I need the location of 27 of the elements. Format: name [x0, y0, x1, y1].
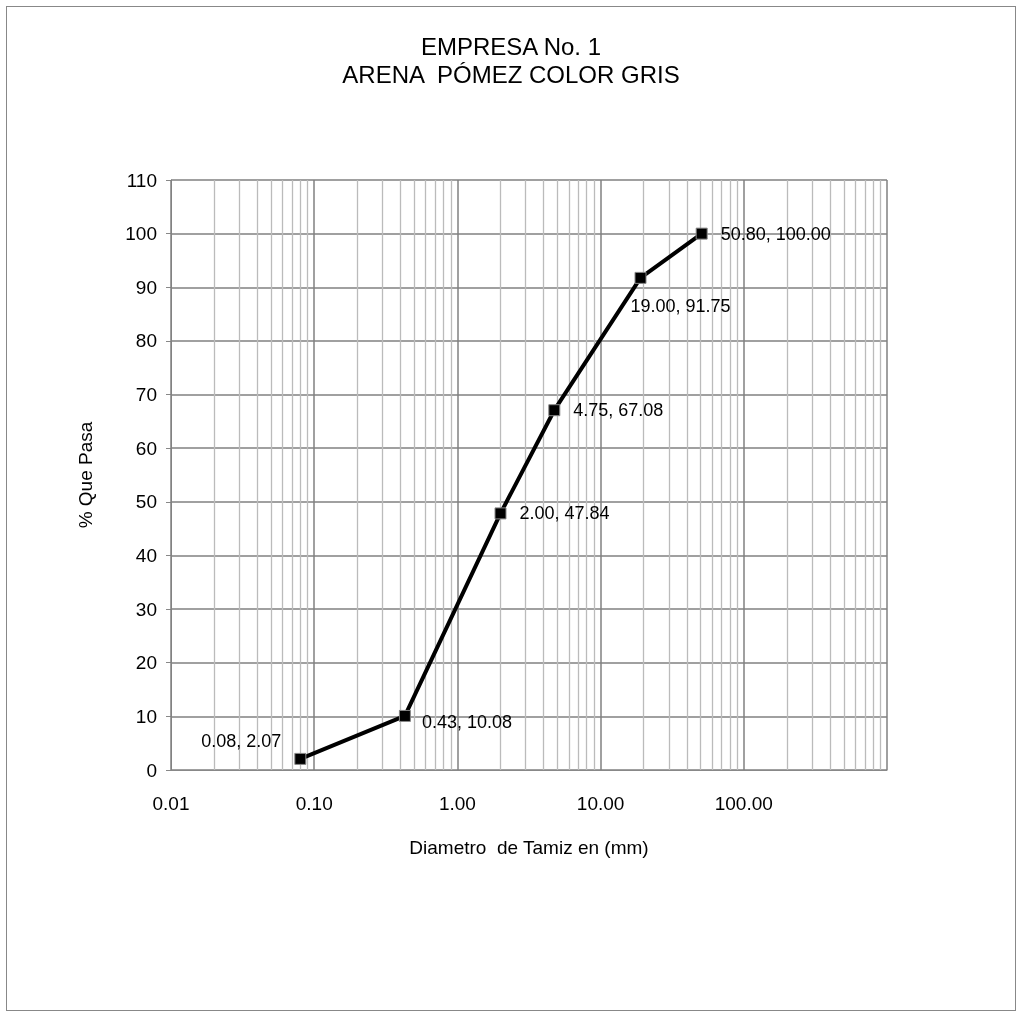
x-tick-label: 10.00: [576, 793, 625, 814]
data-label: 19.00, 91.75: [630, 295, 731, 316]
x-tick-label: 0.01: [152, 793, 190, 814]
y-axis-title: % Que Pasa: [75, 421, 96, 529]
data-label: 2.00, 47.84: [519, 503, 610, 524]
y-tick-label: 30: [135, 598, 157, 620]
x-tick-label: 100.00: [714, 793, 773, 814]
x-tick-label: 1.00: [438, 793, 476, 814]
y-tick-label: 20: [135, 652, 157, 674]
y-tick-label: 70: [135, 384, 157, 406]
x-axis-title: Diametro de Tamiz en (mm): [409, 837, 649, 858]
y-tick-label: 60: [135, 437, 157, 459]
y-tick-label: 10: [135, 705, 157, 727]
y-tick-label: 40: [135, 544, 157, 566]
y-tick-label: 100: [125, 223, 157, 245]
data-label: 4.75, 67.08: [573, 400, 664, 421]
y-tick-label: 90: [135, 276, 157, 298]
y-tick-label: 110: [126, 169, 157, 191]
data-label: 0.43, 10.08: [421, 711, 513, 732]
y-tick-label: 80: [135, 330, 157, 352]
y-tick-label: 50: [135, 491, 157, 513]
x-tick-label: 0.10: [295, 793, 333, 814]
data-label: 50.80, 100.00: [720, 223, 831, 244]
y-tick-label: 0: [146, 759, 157, 781]
data-label: 0.08, 2.07: [201, 730, 282, 751]
chart-subtitle: ARENA PÓMEZ COLOR GRIS: [342, 60, 680, 88]
chart-title: EMPRESA No. 1: [420, 32, 602, 60]
